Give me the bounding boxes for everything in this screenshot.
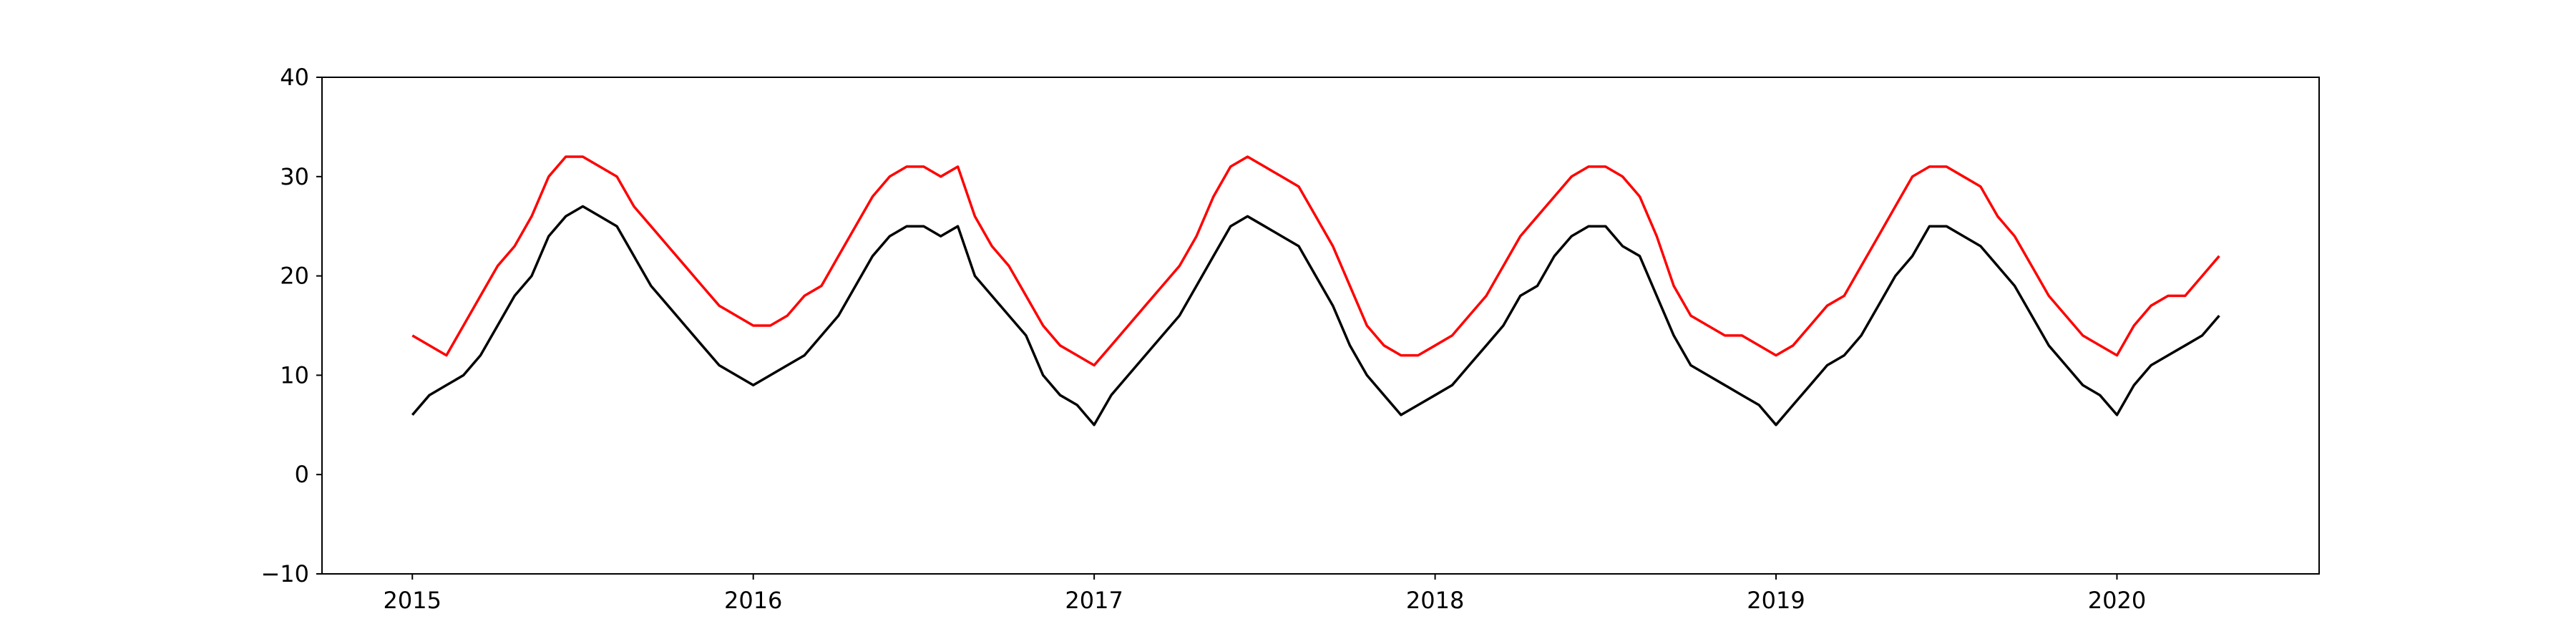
x-tick-label: 2016 [724,587,782,614]
y-tick-label: 10 [280,361,309,389]
x-tick-label: 2017 [1065,587,1123,614]
y-tick-label: −10 [260,560,309,587]
data-line [411,205,2220,426]
x-tick-label: 2018 [1406,587,1464,614]
x-tick-label: 2019 [1747,587,1805,614]
y-tick-label: 20 [280,263,309,290]
y-tick-label: 30 [280,163,309,190]
x-tick-label: 2020 [2088,587,2146,614]
y-tick-label: 0 [295,461,309,488]
y-tick-label: 40 [280,64,309,91]
plot-frame [321,77,2320,575]
x-tick-label: 2015 [384,587,441,614]
data-line [411,155,2220,367]
